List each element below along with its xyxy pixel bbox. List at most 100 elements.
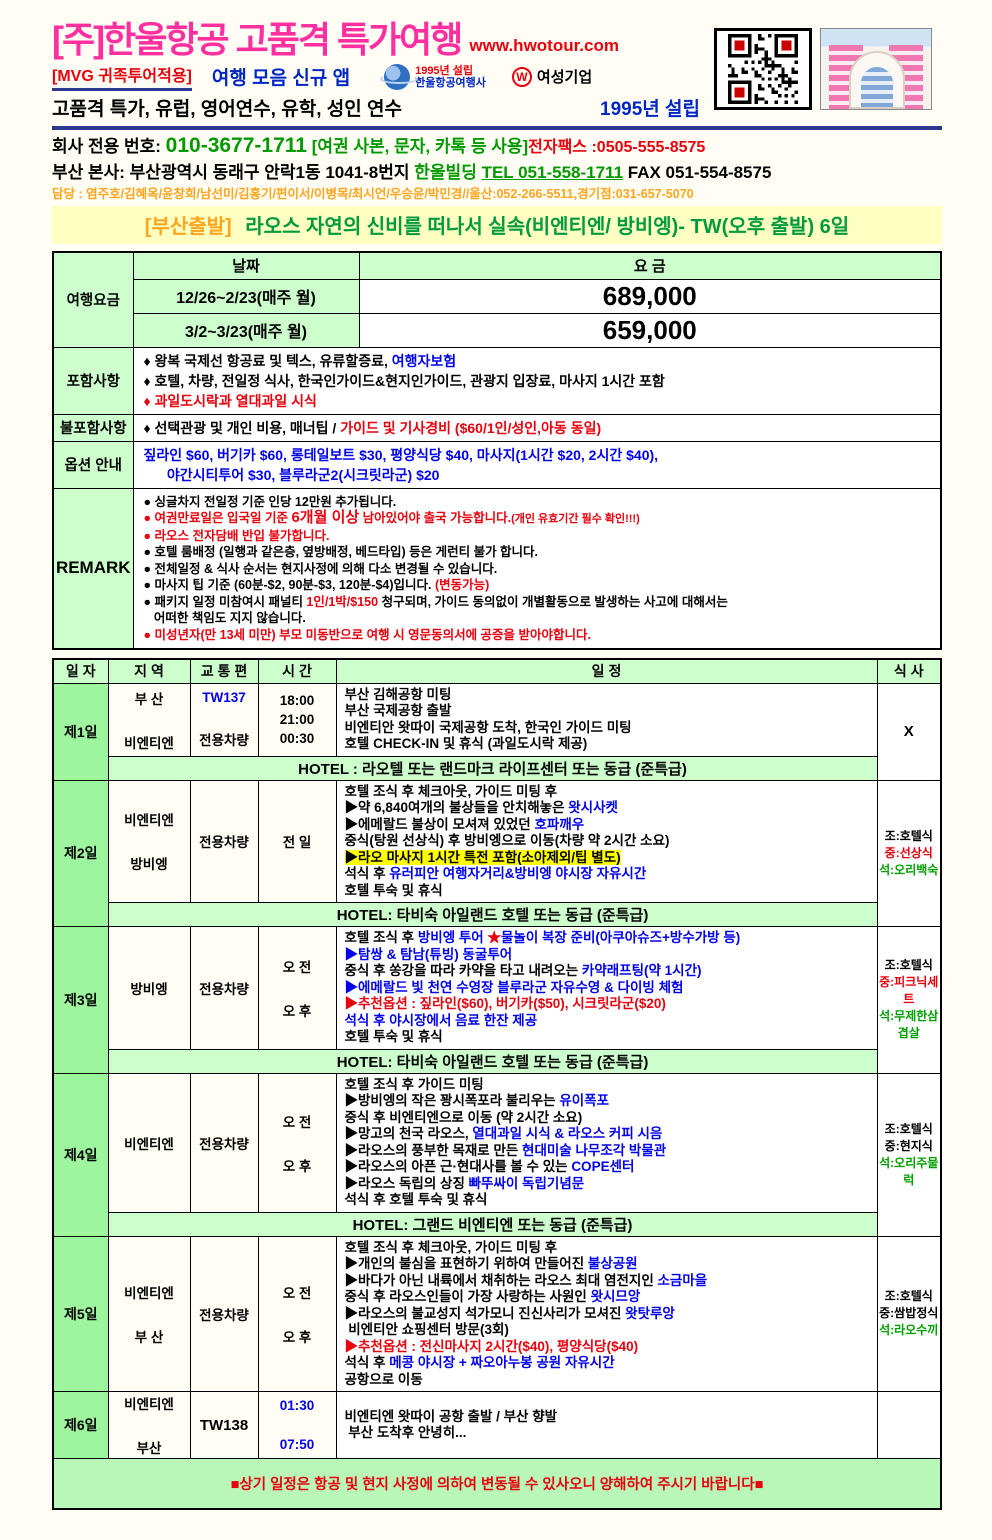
founded-label: 1995년 설립 <box>600 99 700 120</box>
text-segment: 여행자보험 <box>391 352 457 369</box>
meal-line: 석:무제한삼겹살 <box>879 1009 939 1041</box>
women-business-logo: W 여성기업 <box>511 66 593 87</box>
text-segment: ♦ 호텔, 차량, 전일정 식사, 한국인가이드&현지인가이드, 관광지 입장료… <box>143 372 665 389</box>
text-segment: 부 산 <box>134 1329 164 1345</box>
meal-cell: 조:호텔식 중:현지식 석:오리주물럭 <box>876 1072 942 1237</box>
text-segment: 공항으로 이동 <box>344 1371 423 1387</box>
time-cell: 전 일 <box>257 779 337 903</box>
app-label: 여행 모음 신규 앱 <box>211 68 351 89</box>
stack-item: 비엔티엔 <box>124 1133 174 1153</box>
text-segment: 오 전 <box>282 1114 312 1130</box>
region-cell: 비엔티엔 <box>107 1072 191 1213</box>
text-line: 중식 후 라오스인들이 가장 사랑하는 사원인 왓시므앙 <box>345 1289 869 1306</box>
text-segment: ● 싱글차지 전일정 기준 인당 12만원 추가됩니다. <box>143 494 397 509</box>
stack-item: 방비엥 <box>130 853 167 873</box>
day-row: 제6일 비엔티엔 부산 TW138 01:30 07:50 비엔티엔 왓따이 공항 출발 /… <box>52 1391 942 1459</box>
meal-line: 석:오리주물럭 <box>879 1155 939 1187</box>
text-line: 호텔 투숙 및 휴식 <box>345 883 869 900</box>
stack-item: TW137 <box>202 690 246 705</box>
text-line: 호텔 조식 후 방비엥 투어 ★물놀이 복장 준비(아쿠아슈즈+방수가방 등) <box>345 930 869 947</box>
address-label: 부산 본사: 부산광역시 동래구 안락1동 1041-8번지 <box>52 163 415 182</box>
text-segment: 부산 도착후 안녕히... <box>344 1425 467 1440</box>
text-line: 공항으로 이동 <box>345 1372 869 1389</box>
fax-label: FAX 051-554-8575 <box>623 163 772 182</box>
section-content: ● 싱글차지 전일정 기준 인당 12만원 추가됩니다. ● 여권만료일은 입국일… <box>132 487 942 650</box>
notice-row: ■상기 일정은 항공 및 현지 사정에 의하여 변동될 수 있사오니 양해하여 … <box>52 1458 942 1509</box>
text-segment: 남아있어야 출국 가능합니다. <box>359 511 512 525</box>
text-segment: (개인 유효기간 필수 확인!!!) <box>511 513 640 525</box>
text-segment: ● 전체일정 & 식사 순서는 현지사정에 의해 다소 변경될 수 있습니다. <box>143 561 498 576</box>
text-segment: 중식(탕원 선상식) 후 방비엥으로 이동(차량 약 2시간 소요) <box>344 833 670 848</box>
text-segment: ● 마사지 팁 기준 (60분-$2, 90분-$3, 120분-$4)입니다. <box>143 578 435 592</box>
section-label: 옵션 안내 <box>52 440 134 489</box>
stack-item: 오 후 <box>283 1000 312 1020</box>
text-line: 중식 후 비엔티엔으로 이동 (약 2시간 소요) <box>345 1110 869 1127</box>
text-segment: 방비엥 <box>130 981 168 997</box>
transport-stack: 전용차량 <box>192 1304 257 1324</box>
text-segment: 부산 <box>136 1441 162 1456</box>
departure-city-label: [부산출발] <box>144 216 232 238</box>
meal-line: 석:라오수끼 <box>879 1323 939 1338</box>
stack-item: 전용차량 <box>199 831 249 851</box>
text-line: ♦ 호텔, 차량, 전일정 식사, 한국인가이드&현지인가이드, 관광지 입장료… <box>144 371 931 391</box>
text-segment: ▶바다가 아닌 내륙에서 채취하는 라오스 최대 염전지인 <box>344 1272 658 1288</box>
text-segment: ★ <box>487 930 501 945</box>
transport-cell: 전용차량 <box>189 1072 259 1213</box>
text-segment: 비엔티엔 <box>124 1136 174 1152</box>
text-segment: 호텔 투숙 및 휴식 <box>344 882 443 898</box>
text-segment: 불상공원 <box>587 1256 638 1271</box>
text-segment: 방비엥 <box>130 857 168 873</box>
stack-item: 전용차량 <box>199 1133 249 1153</box>
text-segment: 메콩 야시장 + 짜오아누봉 공원 자유시간 <box>389 1355 615 1370</box>
hotel-info: HOTEL: 타비숙 아일랜드 호텔 또는 동급 (준특급) <box>107 902 878 927</box>
text-segment: 전용차량 <box>199 835 249 851</box>
text-segment: 비엔티엔 <box>124 735 174 751</box>
text-line: 중식(탕원 선상식) 후 방비엥으로 이동(차량 약 2시간 소요) <box>345 833 869 850</box>
departure-dates: 3/2~3/23(매주 월) <box>132 312 360 348</box>
mvg-label: [MVG 귀족투어적용] <box>52 62 192 91</box>
text-line: ♦ 왕복 국제선 항공료 및 텍스, 유류할증료, 여행자보험 <box>144 351 931 371</box>
text-segment: ▶라오스 독립의 상징 <box>344 1175 469 1191</box>
text-segment: TW138 <box>199 1416 249 1434</box>
women-business-label: 여성기업 <box>536 69 593 86</box>
price-row: 12/26~2/23(매주 월) 689,000 <box>53 278 942 314</box>
text-segment: ♦ 과일도시락과 열대과일 시식 <box>143 392 317 409</box>
text-line: 호텔 투숙 및 휴식 <box>345 1029 869 1046</box>
text-line: ▶탐쌍 & 탐남(튜빙) 동굴투어 <box>345 947 869 964</box>
text-segment: ● 호텔 룸배정 (일행과 같은층, 옆방배정, 베드타입) 등은 게런티 불가… <box>143 545 539 559</box>
text-line: ▶에메랄드 불상이 모셔져 있었던 호파깨우 <box>345 817 869 834</box>
text-segment: 오 전 <box>282 1285 312 1301</box>
text-segment: 1인/1박/$150 <box>306 594 379 609</box>
transport-cell: 전용차량 <box>189 779 259 903</box>
fare-amount: 659,000 <box>358 312 942 348</box>
text-segment: 호파깨우 <box>534 816 585 832</box>
text-segment: 비엔티안 쇼핑센터 방문(3회) <box>344 1322 509 1337</box>
phone-note: [여권 사본, 문자, 카톡 등 사용] <box>306 137 529 156</box>
schedule-cell: 부산 김해공항 미팅 부산 국제공항 출발 비엔티안 왓따이 국제공항 도착, 한국… <box>335 682 878 757</box>
text-segment: 소금마을 <box>657 1272 708 1288</box>
text-segment: 오 후 <box>282 1158 312 1174</box>
text-line: 야간시티투어 $30, 블루라군2(시크릿라군) $20 <box>144 465 931 485</box>
day-label: 제5일 <box>52 1235 109 1392</box>
text-line: ▶라오스의 아픈 근·현대사를 볼 수 있는 COPE센터 <box>345 1159 869 1176</box>
text-line: 부산 도착후 안녕히... <box>345 1425 869 1442</box>
meal-cell: 조:호텔식 중:선상식 석:오리백숙 <box>876 779 942 927</box>
text-segment: 01:30 <box>279 1398 315 1413</box>
stack-item: 전 일 <box>283 831 312 851</box>
text-segment: 석식 후 <box>344 866 390 881</box>
meal-line: 중:쌈밥정식 <box>879 1306 939 1321</box>
column-header: 지 역 <box>107 658 191 684</box>
hotel-row: HOTEL: 타비숙 아일랜드 호텔 또는 동급 (준특급) <box>53 902 941 927</box>
women-business-icon: W <box>511 66 532 87</box>
text-line: ▶추천옵션 : 전신마사지 2시간($40), 평양식당($40) <box>345 1339 869 1356</box>
date-header: 날짜 <box>132 251 360 280</box>
text-segment: ● 패키지 일정 미참여시 패널티 <box>143 594 307 609</box>
text-segment: 중식 후 쏭강을 따라 카약을 타고 내려오는 <box>344 963 582 978</box>
column-header: 일 정 <box>335 658 878 684</box>
stack-item: 비엔티엔 <box>124 1393 174 1413</box>
section-label: 불포함사항 <box>52 413 134 442</box>
